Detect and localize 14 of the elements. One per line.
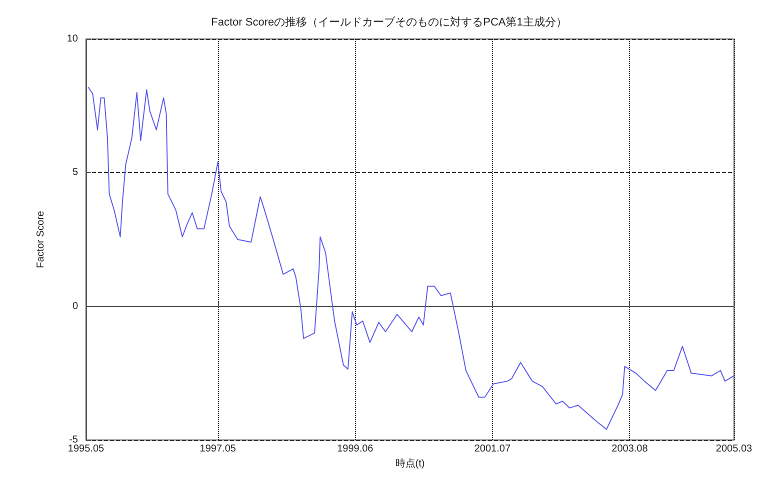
x-tick-label: 2005.03	[716, 444, 753, 454]
x-tick-label: 1995.05	[68, 444, 105, 454]
y-tick-label: 0	[72, 300, 78, 312]
y-tick-label: 5	[72, 167, 78, 178]
x-tick-label: 2003.08	[612, 444, 648, 454]
x-tick-label: 1999.06	[337, 444, 374, 454]
x-tick-label: 2001.07	[474, 444, 511, 454]
x-tick-label: 1997.05	[200, 444, 236, 454]
line-series	[88, 86, 734, 430]
y-tick-label: 10	[66, 34, 78, 44]
y-axis-title: Factor Score	[36, 210, 46, 268]
y-tick-label: -5	[69, 434, 78, 446]
x-axis-title: 時点(t)	[395, 457, 425, 470]
chart-title: Factor Scoreの推移（イールドカーブそのものに対するPCA第1主成分）	[211, 16, 567, 28]
